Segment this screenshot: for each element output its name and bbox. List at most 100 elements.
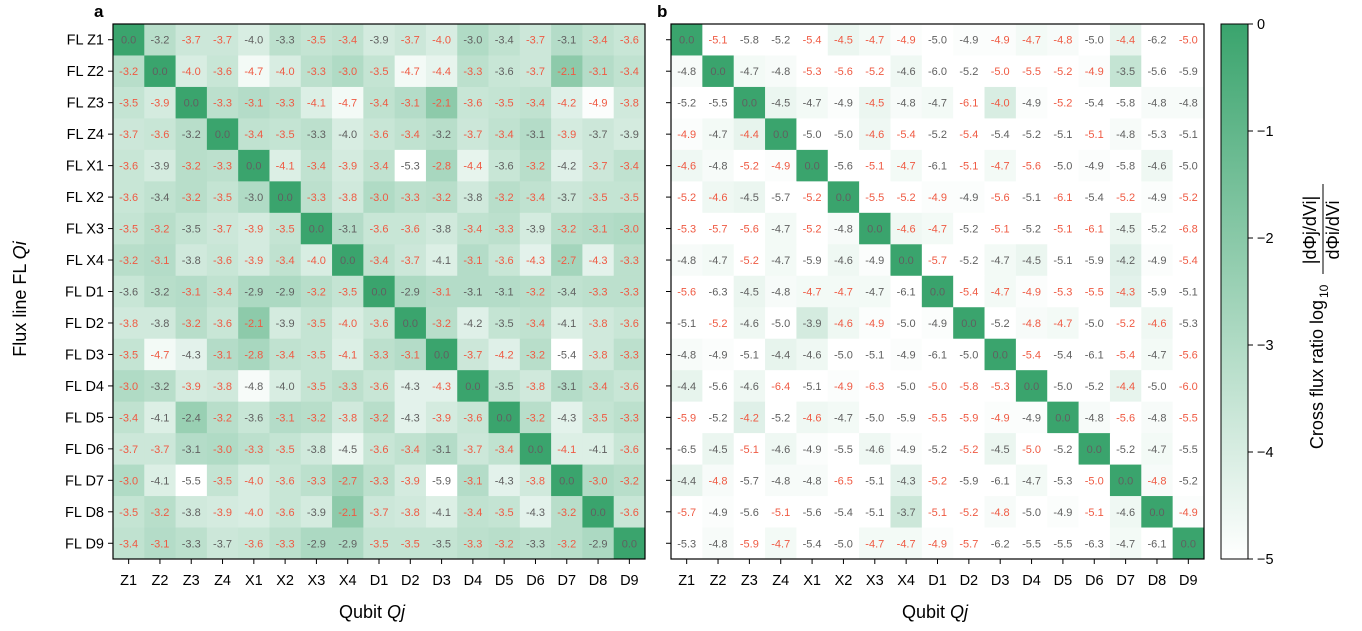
heatmap-cell [953,55,985,88]
x-tick-label: D6 [1085,573,1104,589]
cell-value-label: 0.0 [993,349,1008,361]
cell-value-label: -5.9 [1147,287,1166,299]
cell-value-label: -3.9 [526,224,545,236]
heatmap-cell [363,433,396,465]
cell-value-label: -3.4 [526,318,545,330]
heatmap-cell [582,86,615,119]
cell-value-label: -3.7 [557,192,576,204]
heatmap-cell [859,118,891,151]
cell-value-label: -3.5 [276,444,295,456]
heatmap-cell [702,86,735,119]
cell-value-label: -3.4 [119,412,138,424]
cell-value-label: -3.7 [589,161,608,173]
heatmap-cell [1172,86,1205,119]
heatmap-cell [702,370,735,403]
cell-value-label: -3.1 [463,287,482,299]
heatmap-cell [765,55,797,88]
heatmap-cell [1015,433,1048,465]
heatmap-cell [1015,149,1048,182]
heatmap-cell [144,464,176,497]
heatmap-cell [1078,338,1111,371]
cell-value-label: -4.1 [432,255,451,267]
heatmap-cell [1015,86,1048,119]
cell-value-label: -5.9 [677,412,696,424]
cell-value-label: -4.8 [1147,98,1166,110]
cell-value-label: -5.2 [897,192,916,204]
heatmap-cell [488,496,521,528]
x-tick-label: Z4 [214,573,231,589]
heatmap-cell [702,275,735,308]
cell-value-label: -5.7 [709,224,728,236]
heatmap-cell [921,338,954,371]
heatmap-cell [702,24,735,56]
cell-value-label: -5.2 [1179,475,1198,487]
cell-value-label: -3.1 [213,349,232,361]
cell-value-label: -5.2 [677,192,696,204]
heatmap-cell [859,149,891,182]
cell-value-label: -3.2 [182,161,201,173]
heatmap-cell [859,401,891,434]
cell-value-label: -3.2 [620,475,639,487]
heatmap-cell [332,181,364,214]
cell-value-label: -3.4 [526,98,545,110]
heatmap-cell [551,55,583,88]
heatmap-cell [953,212,985,245]
heatmap-cell [859,464,891,497]
cell-value-label: -4.6 [709,192,728,204]
heatmap-cell [394,181,427,214]
cell-value-label: -5.6 [1022,161,1041,173]
cell-value-label: -6.1 [928,349,947,361]
heatmap-cell [671,307,703,340]
heatmap-cell [613,496,646,528]
cell-value-label: -4.6 [1147,318,1166,330]
cell-value-label: -4.3 [401,412,420,424]
cell-value-label: -2.8 [432,161,451,173]
cell-value-label: -3.6 [370,444,389,456]
y-tick-label: FL D2 [65,316,104,332]
cell-value-label: -4.1 [589,444,608,456]
cell-value-label: -3.5 [119,98,138,110]
heatmap-cell [269,338,302,371]
cell-value-label: -5.6 [1116,412,1135,424]
heatmap-cell [733,118,766,151]
cell-value-label: -3.5 [401,538,420,550]
heatmap-cell [425,496,458,528]
cell-value-label: -5.0 [1147,381,1166,393]
cell-value-label: -4.8 [677,66,696,78]
cell-value-label: -5.0 [771,318,790,330]
cell-value-label: -3.1 [276,412,295,424]
heatmap-cell [457,181,489,214]
cell-value-label: -5.7 [928,255,947,267]
cell-value-label: -3.2 [213,412,232,424]
cell-value-label: -3.2 [370,412,389,424]
cell-value-label: -4.8 [771,66,790,78]
cell-value-label: -4.3 [526,507,545,519]
cell-value-label: -4.6 [897,66,916,78]
y-tick-label: FL D7 [65,473,104,489]
heatmap-cell [953,338,985,371]
cell-value-label: 0.0 [309,224,324,236]
heatmap-cell [425,212,458,245]
cell-value-label: -5.0 [1022,444,1041,456]
cell-value-label: -3.2 [526,349,545,361]
cell-value-label: -3.3 [463,66,482,78]
heatmap-cell [671,433,703,465]
heatmap-cell [551,212,583,245]
heatmap-cell [332,464,364,497]
cell-value-label: -4.2 [495,349,514,361]
cell-value-label: -4.8 [709,538,728,550]
cell-value-label: -3.2 [495,538,514,550]
heatmap-cell [765,370,797,403]
heatmap-cell [363,24,396,56]
cell-value-label: -3.2 [150,35,169,47]
heatmap-cell [551,527,583,560]
heatmap-cell [733,464,766,497]
heatmap-cell [827,275,860,308]
heatmap-cell [796,55,829,88]
cell-value-label: -4.7 [709,129,728,141]
cell-value-label: 0.0 [1055,412,1070,424]
cell-value-label: -3.3 [620,287,639,299]
y-axis-label: Flux line FL Qi [10,240,30,356]
heatmap-cell [300,401,333,434]
cell-value-label: -4.5 [740,192,759,204]
